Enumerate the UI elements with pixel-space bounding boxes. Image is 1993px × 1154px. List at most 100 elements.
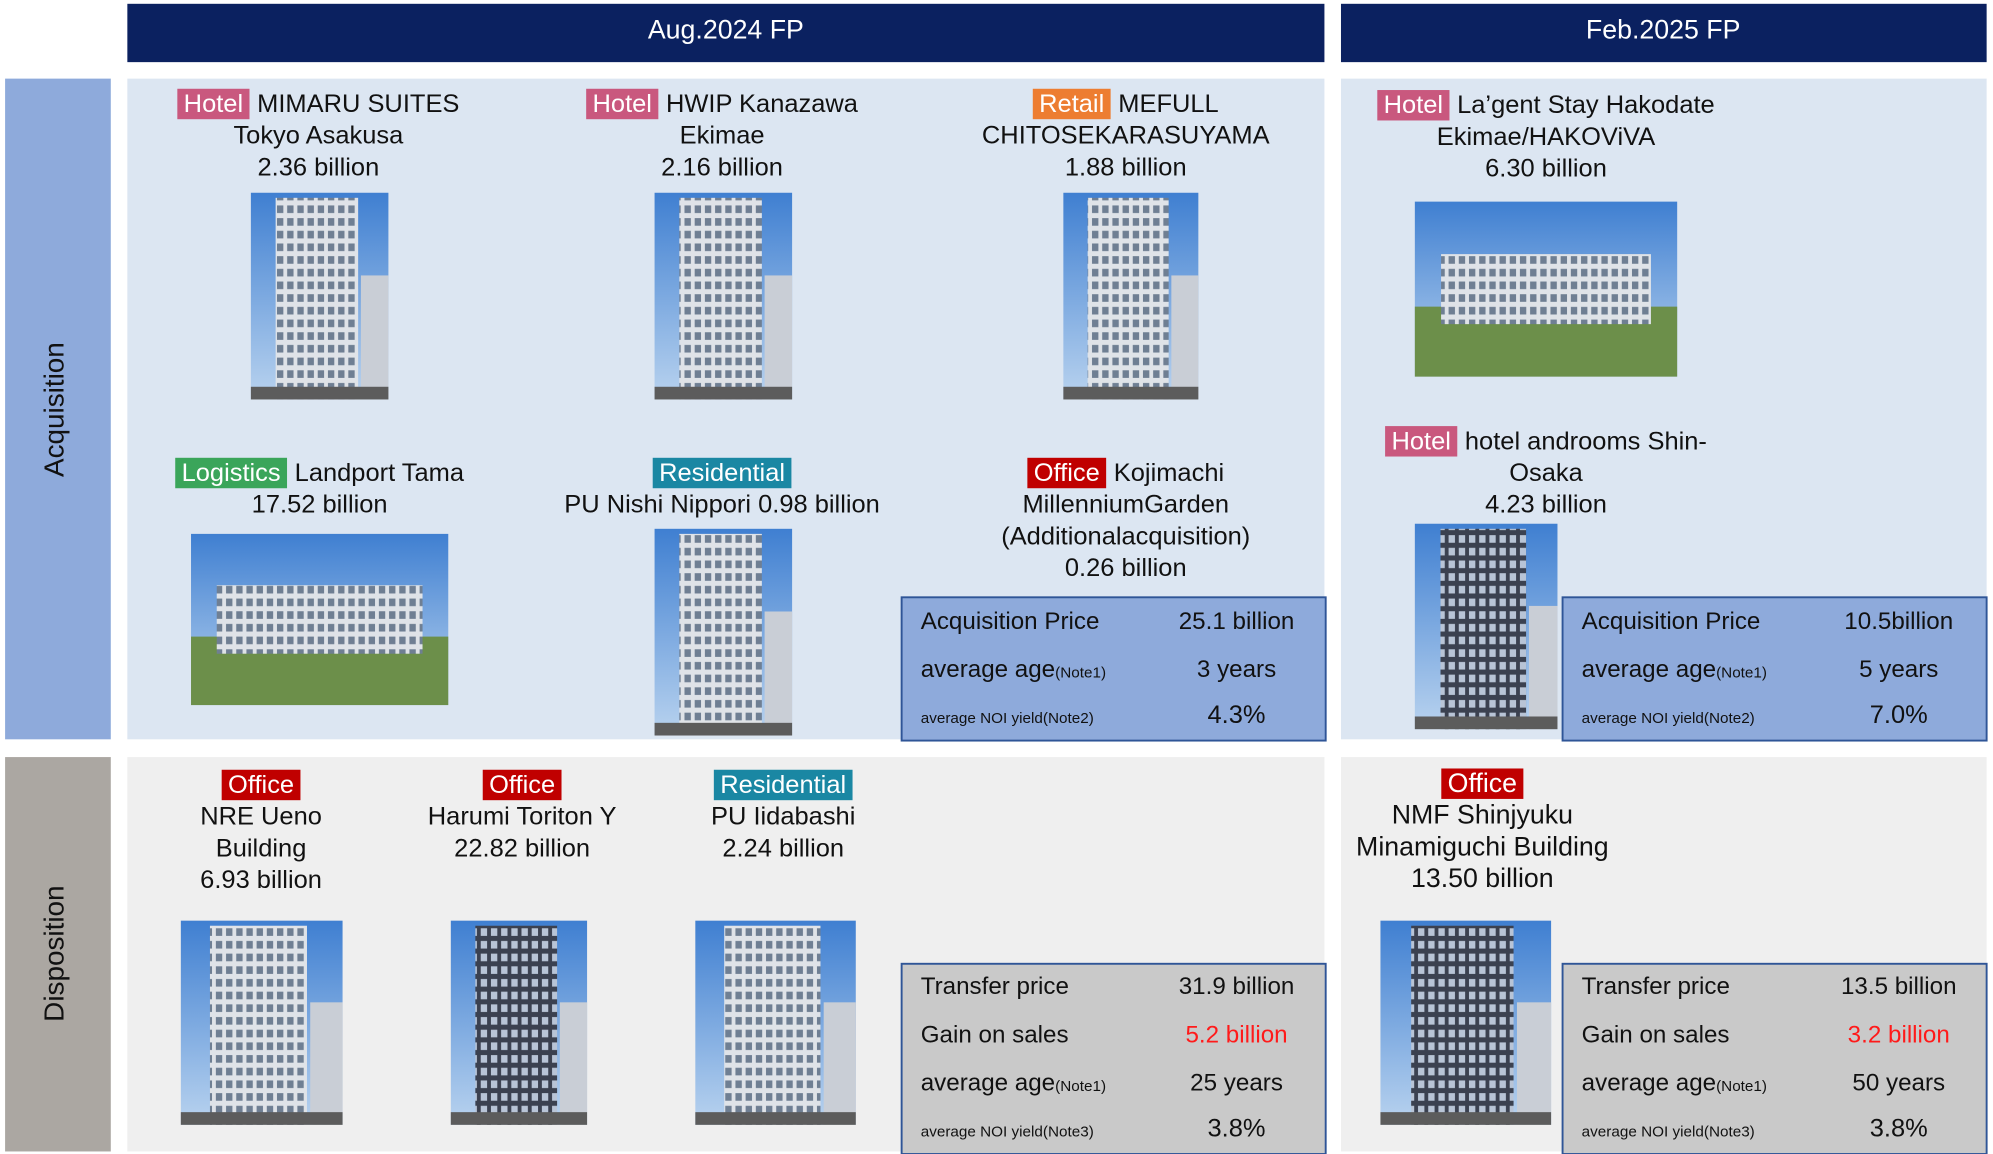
property-line: 2.24 billion	[722, 834, 844, 862]
summary-value: 3.2 billion	[1848, 1021, 1950, 1048]
slide: Aug.2024 FP Feb.2025 FP Acquisition Disp…	[0, 0, 1993, 1154]
photo-building	[1441, 254, 1651, 324]
property-name: HWIP Kanazawa	[666, 90, 859, 118]
photo-building	[475, 926, 557, 1125]
tag-label: Office	[489, 771, 555, 799]
property-line: Building	[216, 834, 307, 862]
property-line: (Additionalacquisition)	[1001, 522, 1250, 550]
summary-value: 5.2 billion	[1185, 1021, 1287, 1048]
summary-value: 3 years	[1197, 656, 1276, 683]
property-line: 13.50 billion	[1411, 863, 1554, 893]
photo-ground	[655, 387, 793, 400]
summary-label: average NOI yield	[1582, 710, 1704, 727]
property-line: CHITOSEKARASUYAMA	[982, 122, 1270, 150]
tag-label: Hotel	[1384, 91, 1443, 119]
photo-building	[1441, 529, 1527, 729]
summary-label: Gain on sales	[1582, 1021, 1730, 1048]
summary-value: 25 years	[1190, 1070, 1283, 1097]
property-line: Osaka	[1509, 459, 1583, 487]
photo-building	[824, 1002, 856, 1125]
property-line: 0.26 billion	[1065, 554, 1187, 582]
property-line: 6.93 billion	[200, 866, 322, 894]
summary-note: (Note1)	[1716, 664, 1767, 681]
row-label: Acquisition	[38, 342, 69, 477]
photo-building	[679, 198, 762, 400]
property-name: Landport Tama	[295, 459, 465, 487]
summary-value: 3.8%	[1870, 1115, 1928, 1143]
property-line: Ekimae	[680, 122, 765, 150]
row-label: Disposition	[38, 885, 69, 1021]
photo-building	[310, 1002, 342, 1125]
summary-value: 3.8%	[1208, 1115, 1266, 1143]
summary-label: average NOI yield	[1582, 1123, 1704, 1140]
photo-building	[1517, 1002, 1551, 1125]
property-line: 17.52 billion	[252, 491, 388, 519]
photo-ground	[251, 387, 389, 400]
tag-label: Hotel	[593, 90, 652, 118]
property-name: hotel androoms Shin-	[1465, 427, 1707, 455]
summary-label: average NOI yield	[921, 1123, 1043, 1140]
tag-label: Hotel	[184, 90, 243, 118]
property-line: 6.30 billion	[1485, 155, 1607, 183]
summary-label: average age	[921, 1070, 1055, 1097]
summary-value: 4.3%	[1208, 701, 1266, 729]
summary-label: average age	[1582, 656, 1716, 683]
property-line: NRE Ueno	[200, 803, 322, 831]
tag-label: Office	[1034, 459, 1100, 487]
photo-building	[765, 611, 793, 735]
property-line: MillenniumGarden	[1022, 491, 1229, 519]
property-line: PU Iidabashi	[711, 803, 855, 831]
photo-building	[217, 585, 423, 653]
property-name: MIMARU SUITES	[257, 90, 459, 118]
photo-ground	[1415, 716, 1558, 729]
tag-label: Office	[228, 771, 294, 799]
photo-building	[1171, 275, 1198, 399]
photo-building	[679, 534, 762, 736]
property-line: 1.88 billion	[1065, 153, 1187, 181]
photo-building	[1529, 606, 1558, 729]
summary-value: 13.5 billion	[1841, 973, 1957, 1000]
summary-value: 31.9 billion	[1179, 973, 1295, 1000]
page: { "header": {"aug": "Aug.2024 FP", "feb"…	[0, 0, 1993, 1154]
header-title: Aug.2024 FP	[648, 15, 804, 45]
summary-value: 5 years	[1859, 656, 1938, 683]
summary-label: average age	[1582, 1070, 1716, 1097]
property-line: PU Nishi Nippori 0.98 billion	[564, 491, 880, 519]
photo-building	[560, 1002, 587, 1125]
photo-ground	[451, 1112, 587, 1125]
photo-ground	[1063, 387, 1198, 400]
tag-label: Office	[1448, 768, 1517, 798]
summary-label: average NOI yield	[921, 710, 1043, 727]
property-name: Kojimachi	[1114, 459, 1224, 487]
property-line: 2.16 billion	[661, 153, 783, 181]
summary-label: Transfer price	[1582, 973, 1730, 1000]
summary-label: average age	[921, 656, 1055, 683]
property-line: Harumi Toriton Y	[428, 803, 617, 831]
photo-ground	[181, 1112, 343, 1125]
summary-note: (Note1)	[1055, 664, 1106, 681]
summary-label: Transfer price	[921, 973, 1069, 1000]
tag-label: Residential	[720, 771, 846, 799]
property-name: La’gent Stay Hakodate	[1457, 91, 1715, 119]
photo-building	[361, 275, 389, 399]
photo-building	[210, 926, 307, 1125]
tag-label: Residential	[659, 459, 785, 487]
photo-ground	[695, 1112, 855, 1125]
property-line: 4.23 billion	[1485, 491, 1607, 519]
photo-ground	[655, 723, 793, 736]
photo-ground	[1380, 1112, 1551, 1125]
summary-note: (Note1)	[1055, 1078, 1106, 1095]
summary-note: (Note1)	[1716, 1078, 1767, 1095]
property-line: Tokyo Asakusa	[233, 122, 404, 150]
property-line: 2.36 billion	[258, 153, 380, 181]
summary-value: 25.1 billion	[1179, 608, 1295, 635]
photo-building	[765, 275, 793, 399]
property-line: 22.82 billion	[454, 834, 590, 862]
summary-note: (Note2)	[1043, 710, 1094, 727]
summary-value: 7.0%	[1870, 701, 1928, 729]
property-name: MEFULL	[1118, 90, 1218, 118]
summary-value: 10.5billion	[1844, 608, 1953, 635]
tag-label: Retail	[1039, 90, 1104, 118]
tag-label: Logistics	[182, 459, 281, 487]
photo-building	[1088, 198, 1169, 400]
